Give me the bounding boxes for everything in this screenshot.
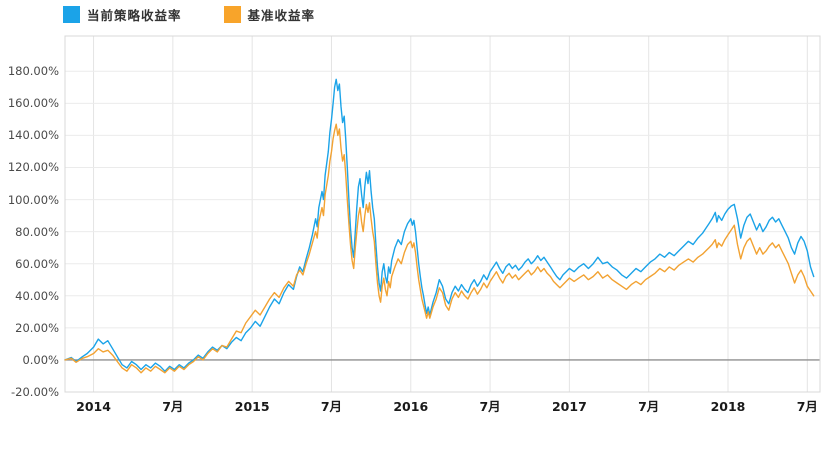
x-axis-label: 7月	[638, 399, 660, 414]
x-axis-label: 7月	[320, 399, 343, 414]
series-line-strategy[interactable]	[64, 78, 815, 372]
series-line-benchmark[interactable]	[64, 123, 815, 374]
y-axis-label: 0.00%	[22, 352, 59, 367]
y-axis-label: 120.00%	[7, 160, 59, 175]
y-axis-label: 160.00%	[7, 96, 59, 111]
y-axis-label: -20.00%	[11, 385, 59, 399]
y-axis-label: 60.00%	[15, 256, 59, 271]
x-axis-label: 2018	[710, 399, 746, 414]
legend: 当前策略收益率 基准收益率	[63, 5, 315, 24]
y-axis-label: 40.00%	[15, 288, 59, 303]
y-axis-label: 140.00%	[7, 128, 59, 143]
x-axis-label: 7月	[479, 399, 501, 414]
x-axis-label: 2015	[234, 399, 270, 414]
y-axis-label: 80.00%	[15, 224, 59, 239]
legend-item-benchmark[interactable]: 基准收益率	[223, 5, 316, 24]
y-axis-label: 100.00%	[7, 192, 59, 207]
legend-swatch-strategy-icon	[63, 6, 80, 23]
y-axis-label: 20.00%	[15, 320, 59, 335]
x-axis-label: 7月	[796, 399, 818, 414]
x-axis-label: 2014	[76, 399, 111, 414]
x-axis-label: 7月	[162, 399, 184, 414]
legend-label-strategy: 当前策略收益率	[87, 8, 182, 23]
y-axis-label: 180.00%	[7, 64, 59, 79]
legend-item-strategy[interactable]: 当前策略收益率	[63, 5, 182, 24]
x-axis-label: 2016	[393, 399, 429, 414]
plot-border	[64, 35, 821, 393]
legend-swatch-benchmark-icon	[223, 6, 241, 23]
legend-label-benchmark: 基准收益率	[247, 8, 316, 23]
x-axis-label: 2017	[551, 399, 587, 414]
